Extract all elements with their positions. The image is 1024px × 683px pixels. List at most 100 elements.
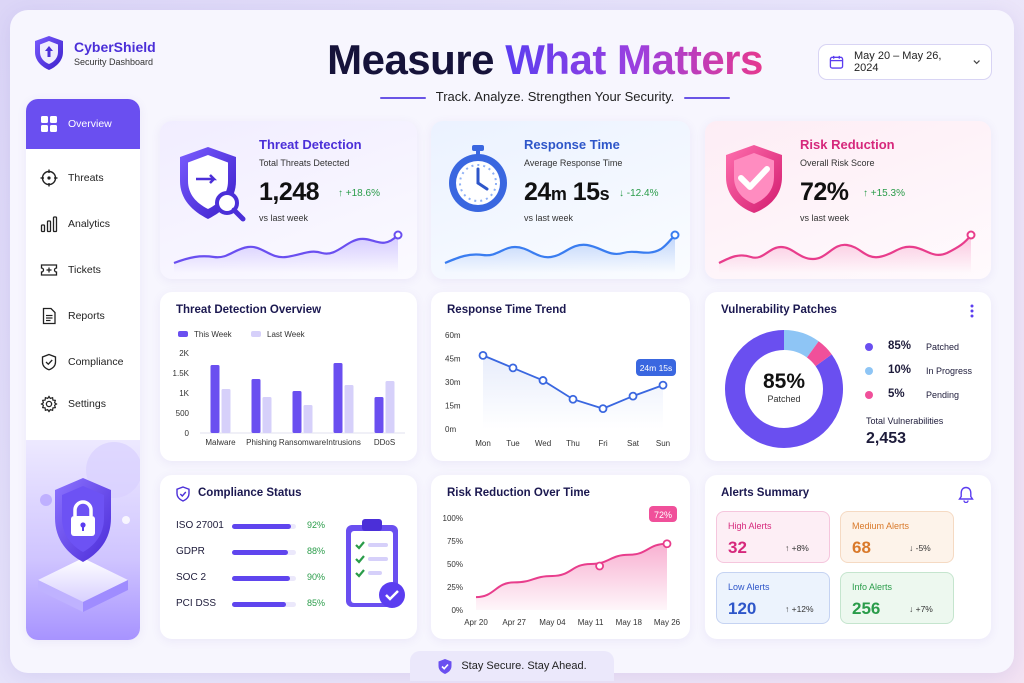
y-tick-label: 500 bbox=[176, 409, 190, 418]
vulnerability-donut: 85% Patched bbox=[725, 330, 843, 448]
response-trend-card: Response Time Trend 0m 15m 30m 45m 60m Mon Tue… bbox=[431, 292, 690, 461]
risk-over-time-card: Risk Reduction Over Time 0% 25% 50% 75% 100%… bbox=[431, 475, 690, 639]
clipboard-checklist-illustration bbox=[346, 519, 405, 608]
bell-icon[interactable] bbox=[958, 486, 974, 503]
kpi-comparison: vs last week bbox=[800, 213, 850, 223]
alert-tile-high-alerts[interactable]: High Alerts 32 ↑ +8% bbox=[716, 511, 830, 563]
alert-delta: ↓ +7% bbox=[909, 604, 933, 614]
card-title: Threat Detection Overview bbox=[176, 304, 322, 316]
bar-last-week bbox=[262, 397, 272, 433]
sidebar-item-threats[interactable]: Threats bbox=[26, 155, 140, 201]
kpi-subtitle: Average Response Time bbox=[524, 158, 623, 168]
compliance-row: GDPR 88% bbox=[176, 546, 336, 560]
sidebar-item-overview[interactable]: Overview bbox=[26, 99, 140, 149]
alert-label: Info Alerts bbox=[852, 582, 893, 592]
sidebar-item-tickets[interactable]: Tickets bbox=[26, 247, 140, 293]
y-tick-label: 0 bbox=[185, 429, 190, 438]
x-tick-label: May 18 bbox=[616, 618, 643, 627]
brand-subtitle: Security Dashboard bbox=[74, 57, 154, 67]
line-point bbox=[568, 394, 578, 404]
sidebar-item-settings[interactable]: Settings bbox=[26, 381, 140, 427]
sidebar-item-label: Overview bbox=[68, 118, 112, 130]
sidebar-item-reports[interactable]: Reports bbox=[26, 293, 140, 339]
footer-banner: Stay Secure. Stay Ahead. bbox=[410, 651, 614, 681]
kpi-sparkline bbox=[718, 230, 976, 273]
alert-label: Medium Alerts bbox=[852, 521, 910, 531]
sidebar-item-label: Compliance bbox=[68, 356, 124, 368]
sidebar-item-label: Analytics bbox=[68, 218, 111, 230]
sidebar-item-compliance[interactable]: Compliance bbox=[26, 339, 140, 385]
alert-count: 256 bbox=[852, 599, 881, 618]
crosshair-icon bbox=[40, 169, 58, 187]
kpi-subtitle: Total Threats Detected bbox=[259, 158, 350, 168]
area-point bbox=[595, 561, 605, 571]
tagline-text: Track. Analyze. Strengthen Your Security… bbox=[435, 89, 675, 104]
area-point bbox=[662, 539, 672, 549]
legend-last-week: Last Week bbox=[267, 330, 306, 339]
kpi-value: 24m 15s bbox=[524, 178, 610, 206]
donut-center-value: 85% bbox=[763, 370, 805, 393]
shield-check-icon bbox=[176, 486, 190, 502]
bar-this-week bbox=[251, 379, 261, 433]
sidebar: Overview Threats Analytics Tickets Repor… bbox=[26, 99, 140, 640]
y-tick-label: 45m bbox=[445, 355, 461, 364]
kpi-title: Response Time bbox=[524, 137, 620, 152]
x-tick-label: Wed bbox=[535, 439, 551, 448]
alert-delta: ↑ +8% bbox=[785, 543, 809, 553]
compliance-bar bbox=[232, 524, 296, 529]
sidebar-item-label: Threats bbox=[68, 172, 104, 184]
alerts-card: Alerts Summary High Alerts 32 ↑ +8% Medium … bbox=[705, 475, 991, 639]
line-area-fill bbox=[483, 355, 663, 429]
kpi-delta: ↓ -12.4% bbox=[619, 188, 659, 199]
sidebar-item-analytics[interactable]: Analytics bbox=[26, 201, 140, 247]
donut-center-label: Patched bbox=[767, 394, 800, 404]
x-tick-label: DDoS bbox=[374, 438, 395, 447]
kpi-card-threat-detection[interactable]: Threat Detection Total Threats Detected … bbox=[160, 121, 417, 279]
sidebar-item-label: Settings bbox=[68, 398, 106, 410]
sidebar-item-label: Reports bbox=[68, 310, 105, 322]
y-tick-label: 30m bbox=[445, 378, 461, 387]
alert-tile-medium-alerts[interactable]: Medium Alerts 68 ↓ -5% bbox=[840, 511, 954, 563]
kpi-sparkline bbox=[173, 230, 403, 273]
ticket-icon bbox=[40, 264, 58, 276]
kpi-value: 72% bbox=[800, 178, 849, 206]
alert-delta: ↓ -5% bbox=[909, 543, 931, 553]
y-tick-label: 50% bbox=[447, 560, 463, 569]
stopwatch-icon bbox=[449, 145, 507, 212]
y-tick-label: 0m bbox=[445, 425, 456, 434]
alert-tile-info-alerts[interactable]: Info Alerts 256 ↓ +7% bbox=[840, 572, 954, 624]
alert-tile-low-alerts[interactable]: Low Alerts 120 ↑ +12% bbox=[716, 572, 830, 624]
kpi-comparison: vs last week bbox=[524, 213, 574, 223]
risk-area-fill bbox=[476, 543, 667, 610]
more-options-icon[interactable] bbox=[969, 304, 975, 318]
bar-last-week bbox=[221, 389, 231, 433]
date-range-picker[interactable]: May 20 – May 26, 2024 bbox=[818, 44, 992, 80]
legend-item-patched: 85% Patched bbox=[865, 340, 985, 354]
alert-label: High Alerts bbox=[728, 521, 772, 531]
bar-last-week bbox=[303, 405, 313, 433]
kpi-card-response-time[interactable]: Response Time Average Response Time 24m … bbox=[431, 121, 690, 279]
kpi-subtitle: Overall Risk Score bbox=[800, 158, 875, 168]
shield-check-icon bbox=[41, 353, 57, 371]
risk-area-chart: 0% 25% 50% 75% 100% Apr 20 Apr 27 May 04 May 11 M… bbox=[443, 506, 681, 627]
x-tick-label: Fri bbox=[598, 439, 608, 448]
risk-callout: 72% bbox=[654, 510, 672, 520]
kpi-comparison: vs last week bbox=[259, 213, 309, 223]
headline-part-b: What Matters bbox=[505, 36, 763, 83]
card-title: Compliance Status bbox=[198, 487, 302, 499]
y-tick-label: 1.5K bbox=[173, 369, 190, 378]
kpi-sparkline bbox=[444, 230, 680, 273]
y-tick-label: 15m bbox=[445, 402, 461, 411]
compliance-card: Compliance Status ISO 27001 92% GDPR 88% SOC… bbox=[160, 475, 417, 639]
kpi-card-risk-reduction[interactable]: Risk Reduction Overall Risk Score 72% ↑ … bbox=[705, 121, 991, 279]
brand-logo[interactable]: CyberShield Security Dashboard bbox=[32, 34, 156, 72]
callout-bubble bbox=[649, 506, 677, 522]
donut-slice-in-progress bbox=[783, 330, 819, 358]
response-line-chart: 0m 15m 30m 45m 60m Mon Tue Wed Thu Fri Sat Sun 24m … bbox=[445, 331, 676, 448]
calendar-icon bbox=[829, 55, 844, 69]
bar-last-week bbox=[385, 381, 395, 433]
compliance-name: GDPR bbox=[176, 546, 205, 557]
response-callout: 24m 15s bbox=[640, 363, 673, 373]
compliance-percent: 88% bbox=[307, 546, 326, 556]
y-tick-label: 2K bbox=[179, 349, 189, 358]
